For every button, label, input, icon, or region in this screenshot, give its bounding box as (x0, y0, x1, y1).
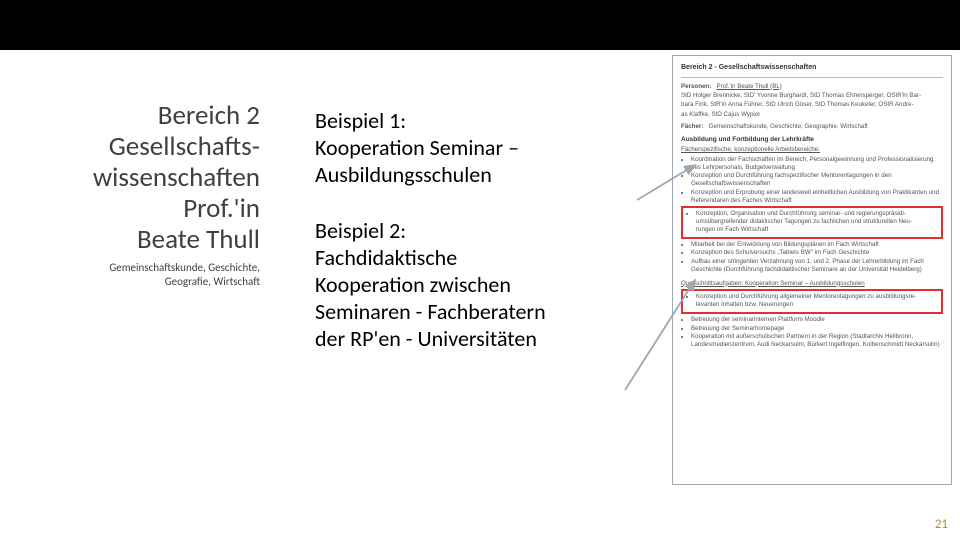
doc-bullets-2: Mitarbeit bei der Entwicklung von Bildun… (691, 241, 943, 274)
subtitle-line-2: Geografie, Wirtschaft (165, 275, 260, 288)
example-1-head: Beispiel 1: (315, 107, 406, 134)
doc-personen-l4: as Klaffke, StD Cajus Wypior (681, 111, 943, 119)
example-2-line-2: Kooperation zwischen (315, 271, 511, 298)
doc-q3: Kooperation mit außerschulischen Partner… (691, 333, 943, 349)
doc-red1-a: Konzeption, Organisation und Durchführun… (696, 210, 906, 217)
example-2-line-3: Seminaren - Fachberatern (315, 298, 546, 325)
doc-b4: Mitarbeit bei der Entwicklung von Bildun… (691, 241, 943, 249)
example-1-line-2: Ausbildungsschulen (315, 161, 492, 188)
doc-divider (681, 77, 943, 78)
title-line-5: Beate Thull (137, 223, 260, 256)
example-2-line-1: Fachdidaktische (315, 244, 457, 271)
example-1: Beispiel 1: Kooperation Seminar – Ausbil… (315, 108, 625, 188)
doc-header: Bereich 2 - Gesellschaftswissenschaften (681, 64, 943, 73)
doc-b2: Konzeption und Durchführung fachspezifis… (691, 172, 943, 188)
doc-q2: Betreuung der Seminarhomepage (691, 325, 943, 333)
doc-redbox-2: Konzeption und Durchführung allgemeiner … (681, 289, 943, 314)
doc-personen-l3: bara Fink, StR'in Anna Führer, StD Ulric… (681, 101, 943, 109)
doc-red2: Konzeption und Durchführung allgemeiner … (696, 293, 938, 309)
doc-b6: Aufbau einer stringenten Verzahnung von … (691, 258, 943, 274)
doc-personen-l2: StD Holger Brennicke, StD' Yvonne Burgha… (681, 92, 943, 100)
doc-redbox-1: Konzeption, Organisation und Durchführun… (681, 206, 943, 238)
document-thumbnail: Bereich 2 - Gesellschaftswissenschaften … (672, 55, 952, 485)
doc-red1-c: rungen im Fach Wirtschaft (696, 226, 768, 233)
doc-bullets-3: Betreuung der seminarinternen Plattform … (691, 316, 943, 349)
example-2-line-4: der RP'en - Universitäten (315, 325, 537, 352)
examples-column: Beispiel 1: Kooperation Seminar – Ausbil… (315, 108, 625, 383)
page-number: 21 (935, 517, 948, 532)
example-1-line-1: Kooperation Seminar – (315, 134, 519, 161)
example-2-head: Beispiel 2: (315, 217, 406, 244)
doc-red1-b: umsübergreifender didaktischer Tagungen … (696, 218, 912, 225)
doc-red2-b: levanten Inhalten bzw. Neuerungen (696, 301, 793, 308)
doc-personen-l1: Prof.'in Beate Thull (BL) (716, 83, 781, 90)
doc-b1: Koordination der Fachschaften im Bereich… (691, 156, 943, 172)
doc-bullets-1: Koordination der Fachschaften im Bereich… (691, 156, 943, 205)
doc-q1: Betreuung der seminarinternen Plattform … (691, 316, 943, 324)
top-black-bar (0, 0, 960, 50)
left-column: Bereich 2 Gesellschafts- wissenschaften … (0, 100, 270, 289)
doc-b3: Konzeption und Erprobung einer landeswei… (691, 189, 943, 205)
section-title: Bereich 2 Gesellschafts- wissenschaften … (0, 100, 260, 255)
slide: Bereich 2 Gesellschafts- wissenschaften … (0, 0, 960, 540)
doc-personen: Personen: Prof.'in Beate Thull (BL) (681, 83, 943, 91)
section-subtitle: Gemeinschaftskunde, Geschichte, Geografi… (0, 261, 260, 289)
doc-ausb-head: Ausbildung und Fortbildung der Lehrkräft… (681, 136, 943, 144)
doc-faecher-val: Gemeinschaftskunde, Geschichte, Geograph… (709, 123, 868, 130)
subtitle-line-1: Gemeinschaftskunde, Geschichte, (109, 261, 260, 274)
title-line-2: Gesellschafts- (109, 130, 260, 163)
title-line-3: wissenschaften (93, 161, 260, 194)
doc-faecher: Fächer: Gemeinschaftskunde, Geschichte, … (681, 123, 943, 131)
doc-b5: Konzeption des Schulversuchs „Tablets BW… (691, 249, 943, 257)
doc-quer-head: Querschnittsaufgaben: Kooperation Semina… (681, 280, 943, 288)
doc-faecher-label: Fächer: (681, 123, 703, 130)
doc-personen-label: Personen: (681, 83, 711, 90)
title-line-4: Prof.'in (183, 192, 260, 225)
doc-red1: Konzeption, Organisation und Durchführun… (696, 210, 938, 233)
example-2: Beispiel 2: Fachdidaktische Kooperation … (315, 218, 625, 352)
doc-ausb-sub: Fächerspezifische, konzeptionelle Arbeit… (681, 146, 943, 154)
title-line-1: Bereich 2 (158, 99, 260, 132)
doc-red2-a: Konzeption und Durchführung allgemeiner … (696, 293, 916, 300)
